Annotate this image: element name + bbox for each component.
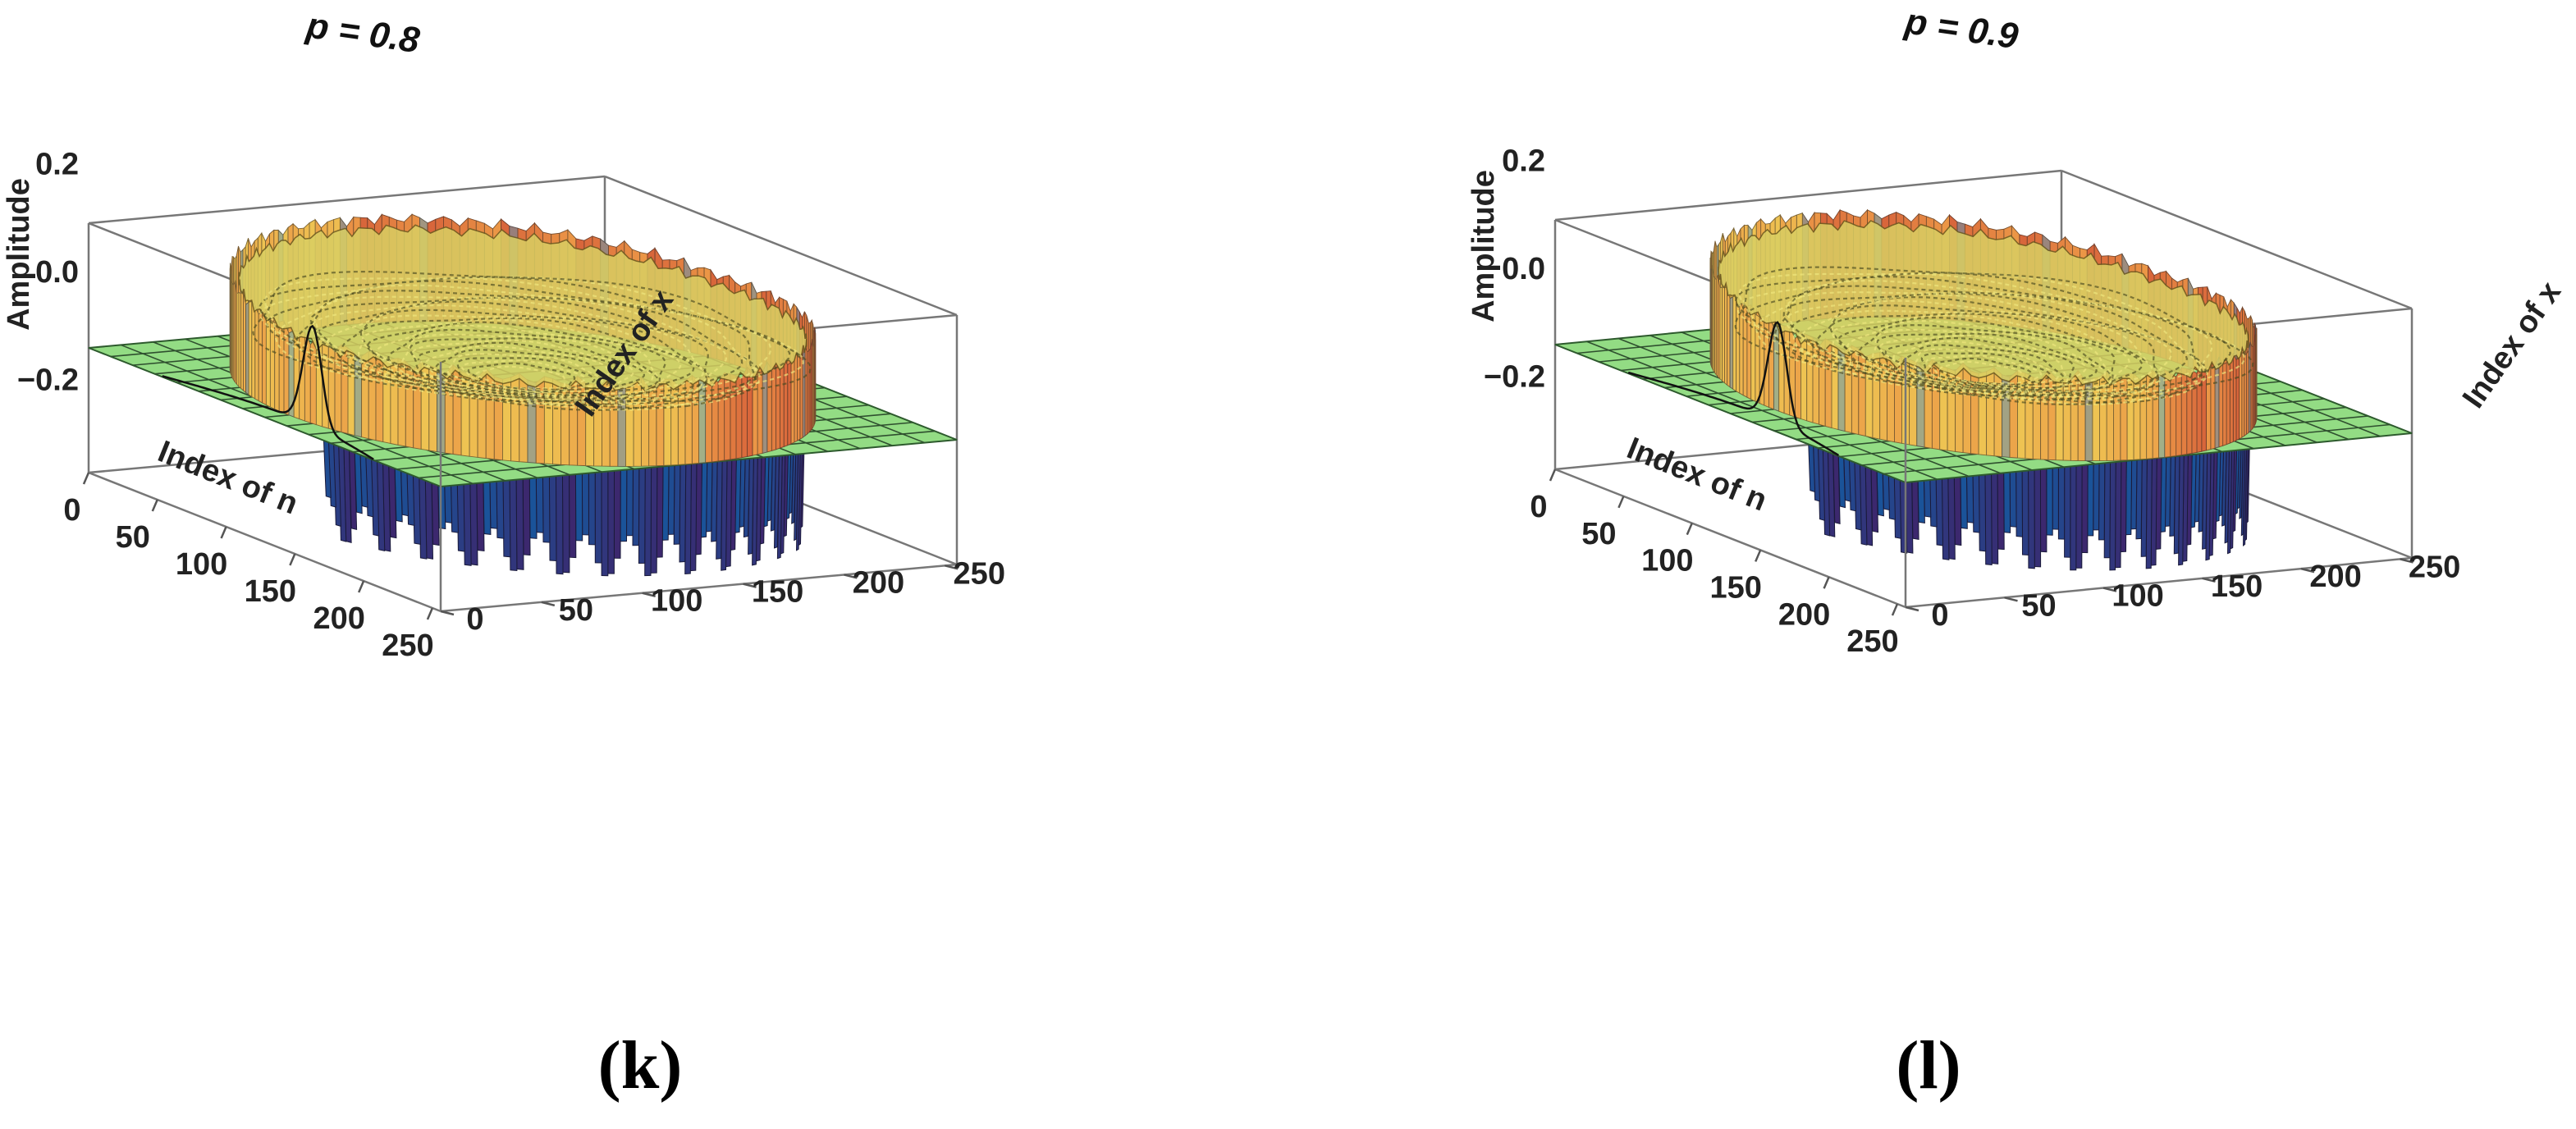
z-tick-label: −0.2: [17, 363, 79, 397]
n-tick-label: 100: [1641, 544, 1693, 578]
n-tick-label: 200: [1778, 597, 1830, 632]
x-tick-label: 0: [1931, 598, 1948, 633]
panel-l: 0 50 100 150 200 250 0 50 100 150 200 250 0.2 0.0 −0.2…: [1466, 1, 2568, 659]
x-tick-label: 200: [2309, 560, 2361, 594]
n-tick-label: 150: [1709, 570, 1761, 605]
n-tick-label: 250: [1846, 624, 1898, 659]
n-tick-label: 100: [176, 547, 227, 582]
surface-interior: [238, 224, 812, 412]
surface-interior: [1718, 220, 2254, 406]
near-edge-curve: [162, 324, 374, 460]
n-tick-label: 250: [382, 628, 433, 663]
n-axis-label: Index of n: [153, 434, 303, 521]
panel-title: p = 0.8: [304, 5, 423, 61]
z-tick-label: −0.2: [1484, 359, 1545, 394]
caption-k: (k): [597, 1027, 683, 1104]
x-tick-label: 250: [954, 556, 1005, 591]
z-axis-label: Amplitude: [1466, 170, 1501, 322]
n-tick-label: 200: [313, 601, 364, 636]
x-tick-label: 0: [466, 602, 483, 637]
x-tick-label: 100: [2112, 579, 2163, 614]
z-axis-label: Amplitude: [2, 178, 36, 331]
n-tick-label: 150: [245, 574, 296, 609]
bounding-box-front: [88, 362, 958, 613]
z-tick-label: 0.2: [1502, 144, 1545, 179]
n-tick-label: 0: [63, 493, 80, 528]
x-tick-label: 150: [2211, 569, 2263, 604]
x-tick-label: 150: [752, 575, 803, 610]
x-tick-label: 50: [559, 593, 593, 628]
n-tick-label: 0: [1530, 490, 1547, 524]
near-edge-curve: [1627, 321, 1840, 456]
z-tick-label: 0.0: [35, 255, 79, 290]
x-tick-label: 200: [853, 565, 904, 600]
x-tick-label: 50: [2021, 588, 2056, 623]
x-tick-label: 250: [2409, 550, 2460, 584]
n-tick-label: 50: [116, 520, 150, 555]
x-axis-label: Index of x: [2456, 276, 2568, 414]
z-tick-label: 0.2: [35, 148, 79, 182]
n-tick-label: 50: [1581, 517, 1616, 551]
bounding-box-front: [1554, 358, 2413, 609]
panel-title: p = 0.9: [1902, 1, 2021, 57]
panel-k: 0 50 100 150 200 250 0 50 100 150 200 250 0.2 0.0 −0.2…: [2, 5, 1005, 663]
x-tick-label: 100: [651, 584, 702, 619]
z-tick-label: 0.0: [1502, 252, 1545, 286]
caption-l: (l): [1896, 1027, 1961, 1104]
